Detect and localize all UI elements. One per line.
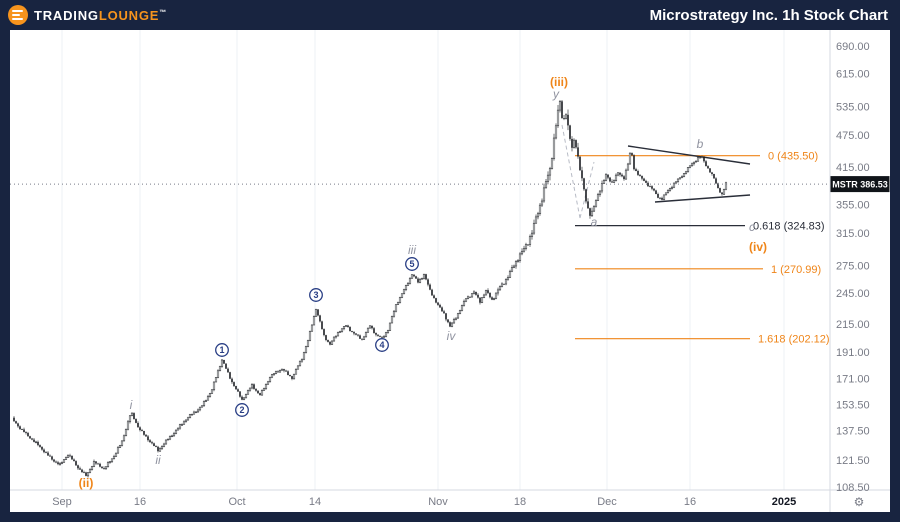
svg-text:⚙: ⚙	[854, 495, 865, 509]
wave-label: a	[591, 215, 598, 229]
svg-text:5: 5	[409, 259, 414, 269]
header-bar: TRADINGLOUNGE™ Microstrategy Inc. 1h Sto…	[0, 0, 900, 30]
svg-text:Oct: Oct	[228, 496, 245, 508]
time-grid-lines	[61, 30, 785, 490]
brand-trading: TRADING	[34, 7, 99, 23]
svg-text:MSTR 386.53: MSTR 386.53	[832, 180, 888, 190]
svg-text:14: 14	[309, 496, 321, 508]
wave-circle-number	[375, 338, 389, 352]
fib-retracement-lines[interactable]: 0 (435.50) 0.618 (324.83) 1 (270.99) 1.618 …	[575, 151, 830, 346]
chart-pane[interactable]: 0 (435.50) 0.618 (324.83) 1 (270.99) 1.618 …	[10, 30, 890, 512]
svg-text:Nov: Nov	[428, 496, 448, 508]
svg-text:415.00: 415.00	[836, 162, 870, 174]
svg-text:Sep: Sep	[52, 496, 72, 508]
tradinglounge-logo: TRADINGLOUNGE™	[8, 5, 166, 25]
svg-text:690.00: 690.00	[836, 41, 870, 53]
stock-chart-svg[interactable]: 0 (435.50) 0.618 (324.83) 1 (270.99) 1.618 …	[10, 30, 890, 512]
svg-text:475.00: 475.00	[836, 130, 870, 142]
fib-label: 1.618 (202.12)	[758, 334, 830, 346]
svg-text:615.00: 615.00	[836, 68, 870, 80]
svg-text:153.50: 153.50	[836, 399, 870, 411]
svg-text:16: 16	[134, 496, 146, 508]
svg-text:275.00: 275.00	[836, 260, 870, 272]
wave-label: (iii)	[550, 75, 568, 89]
wave-label: i	[130, 398, 133, 412]
wave-label: (ii)	[79, 476, 94, 490]
wave-circle-number	[215, 343, 229, 357]
wave-label: ii	[155, 453, 161, 467]
wave-label: b	[697, 137, 704, 151]
svg-text:535.00: 535.00	[836, 102, 870, 114]
svg-text:245.00: 245.00	[836, 288, 870, 300]
brand-name: TRADINGLOUNGE™	[34, 8, 166, 23]
candlestick-series	[13, 100, 728, 478]
price-badge: MSTR 386.53	[830, 176, 890, 193]
dashed-guide-lines	[561, 124, 595, 219]
wave-label: y	[552, 87, 560, 101]
svg-text:137.50: 137.50	[836, 426, 870, 438]
fib-label: 1 (270.99)	[771, 264, 821, 276]
svg-text:2: 2	[239, 405, 244, 415]
wave-label: iii	[408, 243, 416, 257]
svg-text:355.00: 355.00	[836, 199, 870, 211]
svg-text:18: 18	[514, 496, 526, 508]
svg-text:191.00: 191.00	[836, 347, 870, 359]
svg-text:315.00: 315.00	[836, 228, 870, 240]
brand-trademark: ™	[159, 9, 167, 17]
fib-label: 0 (435.50)	[768, 151, 818, 163]
wave-label: c	[749, 220, 755, 234]
time-axis[interactable]: Sep 16 Oct 14 Nov 18 Dec 16 2025	[52, 496, 796, 508]
svg-text:215.00: 215.00	[836, 319, 870, 331]
svg-text:1: 1	[219, 345, 224, 355]
svg-text:171.00: 171.00	[836, 374, 870, 386]
svg-text:121.50: 121.50	[836, 455, 870, 467]
svg-text:4: 4	[379, 340, 384, 350]
svg-text:3: 3	[313, 290, 318, 300]
svg-text:2025: 2025	[772, 496, 796, 508]
svg-text:Dec: Dec	[597, 496, 617, 508]
wave-label: iv	[447, 329, 457, 343]
wave-circle-number	[309, 288, 323, 302]
fib-label: 0.618 (324.83)	[753, 221, 825, 233]
price-axis[interactable]: 690.00 615.00 535.00 475.00 415.00 355.00 315.…	[836, 41, 870, 494]
brand-lounge: LOUNGE	[98, 7, 160, 23]
svg-text:16: 16	[684, 496, 696, 508]
tradinglounge-logo-icon	[8, 5, 28, 25]
wave-label: (iv)	[749, 240, 767, 254]
wave-circle-number	[235, 403, 249, 417]
gear-icon[interactable]: ⚙	[854, 495, 865, 509]
wave-circle-number	[405, 257, 419, 271]
chart-title: Microstrategy Inc. 1h Stock Chart	[649, 6, 888, 24]
trend-lines[interactable]	[627, 145, 751, 203]
svg-text:108.50: 108.50	[836, 482, 870, 494]
